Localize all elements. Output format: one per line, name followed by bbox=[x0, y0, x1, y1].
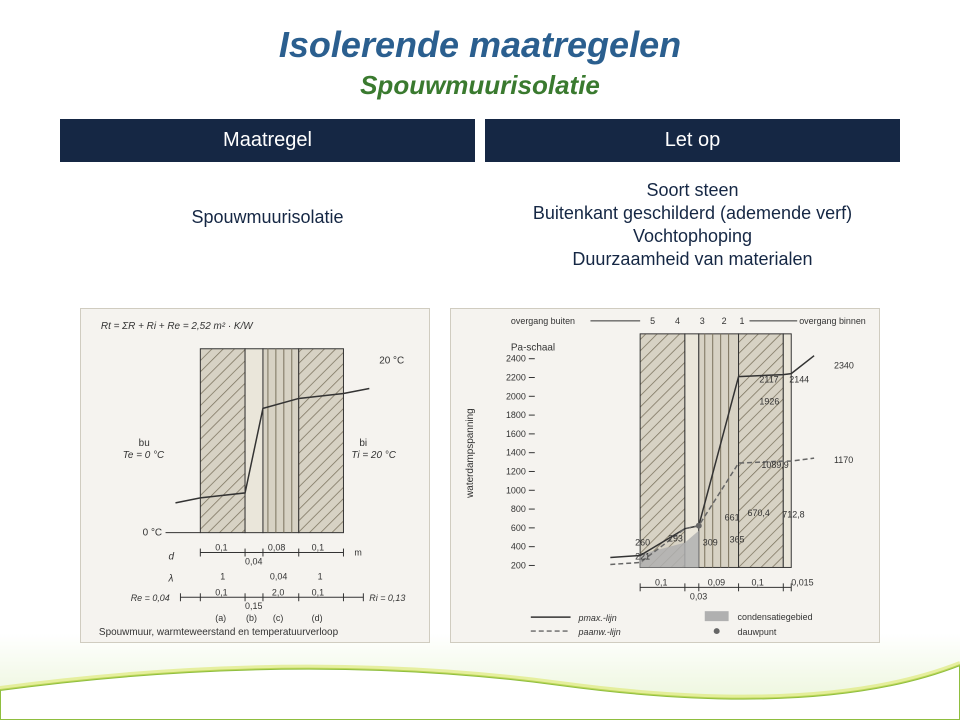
svg-text:waterdampspanning: waterdampspanning bbox=[465, 408, 476, 499]
svg-text:(a): (a) bbox=[215, 613, 226, 623]
svg-text:2340: 2340 bbox=[834, 361, 854, 371]
svg-text:0,03: 0,03 bbox=[690, 591, 707, 601]
svg-text:3: 3 bbox=[700, 316, 705, 326]
svg-text:2000: 2000 bbox=[506, 391, 526, 401]
svg-text:0,04: 0,04 bbox=[245, 556, 262, 566]
svg-text:Re = 0,04: Re = 0,04 bbox=[131, 593, 170, 603]
svg-text:2,0: 2,0 bbox=[272, 587, 284, 597]
svg-text:1: 1 bbox=[220, 571, 225, 581]
svg-text:293: 293 bbox=[668, 534, 683, 544]
table-body-left: Spouwmuurisolatie bbox=[68, 207, 467, 228]
page-subtitle: Spouwmuurisolatie bbox=[60, 70, 900, 101]
svg-text:1: 1 bbox=[740, 316, 745, 326]
svg-text:0,015: 0,015 bbox=[791, 577, 813, 587]
svg-text:0,08: 0,08 bbox=[268, 543, 285, 553]
svg-text:2144: 2144 bbox=[789, 375, 809, 385]
svg-text:(c): (c) bbox=[273, 613, 283, 623]
svg-text:5: 5 bbox=[650, 316, 655, 326]
svg-text:2200: 2200 bbox=[506, 372, 526, 382]
svg-text:661: 661 bbox=[725, 513, 740, 523]
svg-text:2400: 2400 bbox=[506, 354, 526, 364]
svg-text:1000: 1000 bbox=[506, 485, 526, 495]
right-diagram: overgang buiten overgang binnen 5 4 3 2 … bbox=[450, 308, 880, 643]
svg-text:0,1: 0,1 bbox=[312, 587, 324, 597]
svg-text:bi: bi bbox=[359, 438, 367, 449]
table-head-left: Maatregel bbox=[60, 119, 475, 162]
svg-text:Pa-schaal: Pa-schaal bbox=[511, 343, 555, 354]
svg-text:0,04: 0,04 bbox=[270, 571, 287, 581]
svg-text:221: 221 bbox=[635, 551, 650, 561]
svg-text:bu: bu bbox=[139, 438, 150, 449]
svg-text:1170: 1170 bbox=[834, 455, 853, 465]
svg-text:0 °C: 0 °C bbox=[143, 528, 162, 539]
svg-text:(b): (b) bbox=[246, 613, 257, 623]
svg-text:200: 200 bbox=[511, 560, 526, 570]
svg-text:712,8: 712,8 bbox=[782, 510, 804, 520]
svg-text:Ti = 20 °C: Ti = 20 °C bbox=[351, 450, 396, 461]
svg-text:0,1: 0,1 bbox=[312, 543, 324, 553]
svg-text:0,1: 0,1 bbox=[215, 543, 227, 553]
svg-text:600: 600 bbox=[511, 523, 526, 533]
svg-text:260: 260 bbox=[635, 538, 650, 548]
svg-text:309: 309 bbox=[703, 538, 718, 548]
svg-text:800: 800 bbox=[511, 504, 526, 514]
svg-text:1: 1 bbox=[318, 571, 323, 581]
svg-text:20 °C: 20 °C bbox=[379, 356, 404, 367]
svg-text:670,4: 670,4 bbox=[748, 508, 770, 518]
svg-text:2117: 2117 bbox=[759, 375, 778, 385]
svg-text:(d): (d) bbox=[312, 613, 323, 623]
formula-text: Rt = ΣR + Ri + Re = 2,52 m² · K/W bbox=[101, 321, 254, 332]
svg-text:m: m bbox=[354, 548, 361, 558]
svg-text:overgang buiten: overgang buiten bbox=[511, 316, 575, 326]
svg-text:pmax.-lijn: pmax.-lijn bbox=[578, 613, 617, 623]
svg-text:0,1: 0,1 bbox=[215, 587, 227, 597]
svg-text:1089,9: 1089,9 bbox=[761, 460, 788, 470]
svg-text:d: d bbox=[169, 551, 175, 562]
left-caption: Spouwmuur, warmteweerstand en temperatuu… bbox=[99, 627, 339, 638]
info-table: Maatregel Spouwmuurisolatie Let op Soort… bbox=[60, 119, 900, 288]
svg-text:paanw.-lijn: paanw.-lijn bbox=[578, 627, 621, 637]
table-body-right: Soort steen Buitenkant geschilderd (adem… bbox=[485, 162, 900, 288]
svg-text:4: 4 bbox=[675, 316, 680, 326]
svg-text:overgang binnen: overgang binnen bbox=[799, 316, 866, 326]
svg-text:1600: 1600 bbox=[506, 429, 526, 439]
svg-text:1800: 1800 bbox=[506, 410, 526, 420]
svg-text:0,09: 0,09 bbox=[708, 577, 725, 587]
left-diagram: Rt = ΣR + Ri + Re = 2,52 m² · K/W 20 °C … bbox=[80, 308, 430, 643]
svg-text:1200: 1200 bbox=[506, 466, 526, 476]
svg-text:2: 2 bbox=[722, 316, 727, 326]
svg-text:1926: 1926 bbox=[759, 396, 779, 406]
svg-text:Ri = 0,13: Ri = 0,13 bbox=[369, 593, 405, 603]
svg-text:dauwpunt: dauwpunt bbox=[738, 627, 777, 637]
svg-text:0,1: 0,1 bbox=[655, 577, 667, 587]
svg-text:400: 400 bbox=[511, 542, 526, 552]
svg-text:0,1: 0,1 bbox=[751, 577, 763, 587]
svg-text:1400: 1400 bbox=[506, 448, 526, 458]
page-title: Isolerende maatregelen bbox=[60, 24, 900, 66]
svg-text:λ: λ bbox=[168, 573, 174, 584]
table-head-right: Let op bbox=[485, 119, 900, 162]
svg-text:condensatiegebied: condensatiegebied bbox=[738, 612, 813, 622]
svg-text:0,15: 0,15 bbox=[245, 601, 262, 611]
svg-text:365: 365 bbox=[730, 535, 745, 545]
svg-text:Te = 0 °C: Te = 0 °C bbox=[123, 450, 165, 461]
